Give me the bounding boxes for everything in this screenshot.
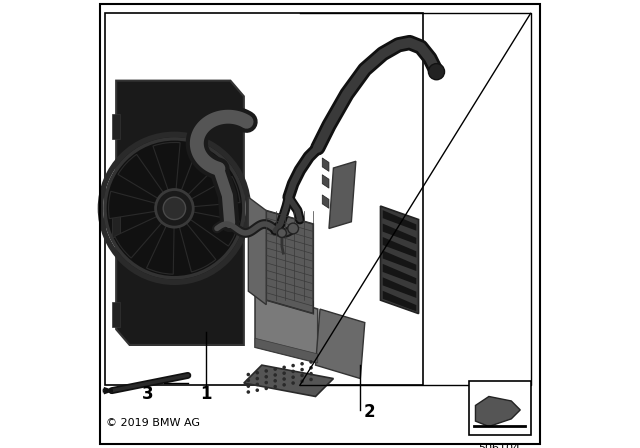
Polygon shape [383, 264, 416, 284]
Polygon shape [329, 161, 356, 228]
Circle shape [291, 364, 295, 367]
Wedge shape [118, 155, 164, 198]
Wedge shape [109, 191, 156, 219]
Circle shape [264, 369, 268, 373]
Circle shape [255, 388, 259, 392]
Circle shape [291, 375, 295, 379]
Circle shape [255, 383, 259, 386]
Text: © 2019 BMW AG: © 2019 BMW AG [106, 418, 200, 428]
Circle shape [273, 379, 277, 383]
Polygon shape [323, 158, 329, 172]
Circle shape [246, 384, 250, 388]
Polygon shape [255, 289, 317, 363]
Circle shape [246, 373, 250, 376]
Polygon shape [316, 309, 365, 379]
Circle shape [309, 372, 313, 375]
Polygon shape [323, 195, 329, 208]
Text: 3: 3 [141, 385, 154, 403]
Wedge shape [190, 212, 239, 246]
Polygon shape [255, 338, 317, 363]
Bar [111, 302, 120, 327]
Circle shape [300, 374, 304, 377]
Wedge shape [153, 142, 180, 190]
Polygon shape [383, 210, 416, 231]
Circle shape [105, 139, 244, 278]
Circle shape [264, 375, 268, 379]
Circle shape [273, 373, 277, 377]
Polygon shape [383, 250, 416, 271]
Circle shape [309, 360, 313, 364]
Text: 506104: 506104 [479, 443, 521, 448]
Polygon shape [244, 365, 333, 396]
Text: 2: 2 [364, 403, 375, 421]
Polygon shape [116, 81, 244, 345]
Circle shape [255, 371, 259, 375]
Bar [468, 381, 531, 435]
Circle shape [255, 377, 259, 380]
Circle shape [246, 379, 250, 382]
Circle shape [264, 387, 268, 390]
Polygon shape [383, 224, 416, 244]
Circle shape [264, 381, 268, 384]
Circle shape [300, 368, 304, 371]
Text: 1: 1 [200, 385, 211, 403]
Circle shape [163, 197, 186, 220]
Polygon shape [380, 206, 419, 314]
Circle shape [246, 390, 250, 394]
Wedge shape [191, 177, 240, 207]
Circle shape [300, 379, 304, 383]
Circle shape [277, 228, 287, 237]
Wedge shape [181, 147, 221, 195]
Circle shape [309, 366, 313, 370]
Polygon shape [248, 197, 266, 305]
Polygon shape [383, 291, 416, 311]
Bar [111, 114, 120, 139]
Circle shape [282, 377, 286, 381]
Polygon shape [383, 277, 416, 298]
Polygon shape [383, 237, 416, 258]
Polygon shape [476, 396, 520, 426]
Circle shape [288, 223, 298, 234]
Wedge shape [179, 223, 216, 272]
Circle shape [291, 381, 295, 385]
Circle shape [282, 383, 286, 387]
Circle shape [300, 362, 304, 366]
Circle shape [291, 370, 295, 373]
Circle shape [156, 190, 193, 227]
Polygon shape [266, 211, 314, 314]
Circle shape [273, 367, 277, 371]
Circle shape [428, 64, 445, 80]
Circle shape [282, 371, 286, 375]
Circle shape [273, 385, 277, 388]
Bar [105, 13, 423, 385]
Circle shape [282, 366, 286, 369]
Wedge shape [147, 225, 174, 274]
Wedge shape [115, 216, 162, 258]
Circle shape [309, 378, 313, 381]
Bar [111, 213, 120, 237]
Polygon shape [323, 175, 329, 188]
